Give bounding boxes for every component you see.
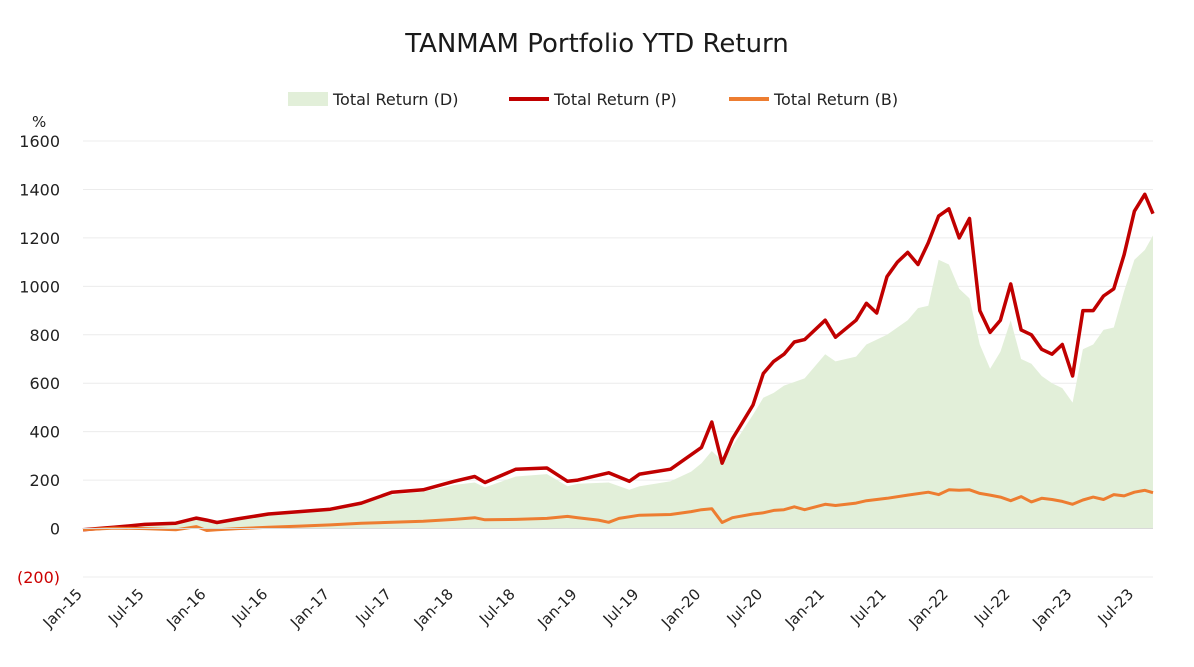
series-layer [82, 192, 1155, 532]
x-tick-label: Jan-19 [534, 585, 581, 632]
x-tick-label: Jul-18 [475, 585, 519, 629]
y-tick-label: (200) [17, 568, 60, 587]
y-tick-label: 0 [50, 520, 60, 539]
x-tick-label: Jul-15 [104, 585, 148, 629]
x-tick-label: Jan-21 [781, 585, 828, 632]
x-tick-label: Jul-17 [352, 585, 396, 629]
x-tick-label: Jul-19 [599, 585, 643, 629]
legend: Total Return (D) Total Return (P) Total … [288, 90, 898, 109]
y-tick-label: 600 [29, 374, 60, 393]
x-tick-label: Jan-23 [1028, 585, 1075, 632]
x-tick-label: Jul-23 [1094, 585, 1138, 629]
x-tick-label: Jul-22 [970, 585, 1014, 629]
y-tick-label: 1200 [19, 229, 60, 248]
x-tick-label: Jan-20 [657, 585, 704, 632]
x-tick-label: Jan-15 [39, 585, 86, 632]
x-tick-label: Jul-16 [228, 585, 272, 629]
x-tick-label: Jul-21 [846, 585, 890, 629]
legend-swatch-d [288, 92, 328, 106]
series-line-b [82, 488, 1154, 532]
y-tick-label: 1600 [19, 132, 60, 151]
y-axis-unit-label: % [32, 113, 46, 131]
y-axis-ticks: (200) 0 200 400 600 800 1000 1200 1400 1600 [17, 132, 60, 587]
chart-title: TANMAM Portfolio YTD Return [404, 29, 789, 59]
x-tick-label: Jan-22 [905, 585, 952, 632]
x-tick-label: Jan-18 [410, 585, 457, 632]
series-area-d [83, 235, 1153, 530]
y-tick-label: 200 [29, 471, 60, 490]
legend-label-p: Total Return (P) [553, 90, 677, 109]
legend-label-b: Total Return (B) [773, 90, 898, 109]
gridlines [83, 140, 1153, 578]
y-tick-label: 400 [29, 423, 60, 442]
series-line-p [82, 192, 1155, 532]
legend-label-d: Total Return (D) [332, 90, 458, 109]
y-tick-label: 800 [29, 326, 60, 345]
y-tick-label: 1000 [19, 277, 60, 296]
y-tick-label: 1400 [19, 180, 60, 199]
x-axis-ticks: Jan-15 Jul-15 Jan-16 Jul-16 Jan-17 Jul-17 Jan-… [39, 585, 1138, 632]
x-tick-label: Jan-16 [162, 585, 209, 632]
x-tick-label: Jul-20 [723, 585, 767, 629]
x-tick-label: Jan-17 [286, 585, 333, 632]
